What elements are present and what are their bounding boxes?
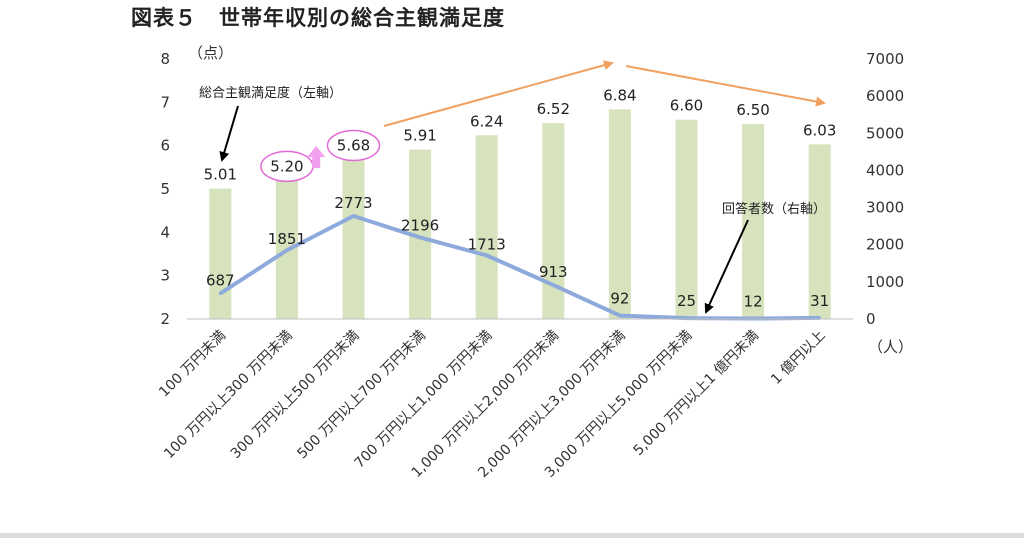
left-axis-tick: 3 xyxy=(160,267,170,285)
bar-value-label: 6.52 xyxy=(537,100,570,118)
right-axis-tick: 4000 xyxy=(866,161,904,179)
right-axis-tick: 7000 xyxy=(866,50,904,68)
right-axis-tick: 5000 xyxy=(866,124,904,142)
right-axis-tick: 0 xyxy=(866,310,876,328)
annotation-arrow-left xyxy=(219,105,239,162)
left-axis-tick: 8 xyxy=(160,50,170,68)
left-axis-tick: 7 xyxy=(160,93,170,111)
bar-value-label: 6.50 xyxy=(736,101,769,119)
bar-value-label: 6.60 xyxy=(670,97,703,115)
bar-satisfaction xyxy=(742,124,765,319)
right-axis-unit: （人） xyxy=(868,338,913,356)
bar-value-label: 5.91 xyxy=(403,127,436,145)
up-arrow-icon xyxy=(307,146,326,168)
line-value-label: 2773 xyxy=(334,194,372,212)
category-label: 100 万円以上300 万円未満 xyxy=(161,328,296,463)
line-value-label: 12 xyxy=(744,293,763,311)
bar-value-label: 5.68 xyxy=(337,137,370,155)
category-label: 100 万円未満 xyxy=(156,328,229,401)
bar-satisfaction xyxy=(542,123,565,319)
bar-satisfaction xyxy=(342,159,365,319)
point-respondents xyxy=(551,283,555,287)
bar-satisfaction xyxy=(475,135,498,319)
point-respondents xyxy=(485,253,489,257)
line-value-label: 25 xyxy=(677,292,696,310)
point-respondents xyxy=(418,235,422,239)
category-label: 2,000 万円以上3,000 万円未満 xyxy=(475,328,628,481)
point-respondents xyxy=(285,248,289,252)
bar-value-label: 5.01 xyxy=(204,166,237,184)
point-respondents xyxy=(218,291,222,295)
trend-arrow-falling xyxy=(625,65,826,107)
figure-title: 図表５ 世帯年収別の総合主観満足度 xyxy=(131,6,505,30)
category-label: 3,000 万円以上5,000 万円未満 xyxy=(542,328,695,481)
bar-satisfaction xyxy=(409,149,432,319)
bar-value-label: 6.03 xyxy=(803,121,836,139)
left-axis-tick: 2 xyxy=(160,310,170,328)
line-value-label: 2196 xyxy=(401,216,439,234)
bar-satisfaction xyxy=(608,109,631,320)
bar-satisfaction xyxy=(675,119,698,320)
annotation-left-series: 総合主観満足度（左軸） xyxy=(199,85,342,101)
bottom-divider xyxy=(0,533,1024,538)
line-value-label: 913 xyxy=(539,263,568,281)
left-axis-tick: 6 xyxy=(160,137,170,155)
annotation-right-series: 回答者数（右軸） xyxy=(722,201,826,217)
category-label: 700 万円以上1,000 万円未満 xyxy=(351,328,495,472)
category-label: 500 万円以上700 万円未満 xyxy=(294,328,429,463)
left-axis-tick: 5 xyxy=(160,180,170,198)
right-axis-tick: 6000 xyxy=(866,87,904,105)
category-label: 1,000 万円以上2,000 万円未満 xyxy=(409,328,562,481)
point-respondents xyxy=(352,214,355,218)
point-respondents xyxy=(618,314,622,318)
left-axis-tick: 4 xyxy=(160,223,170,241)
bar-satisfaction xyxy=(808,144,831,319)
trend-arrow-rising xyxy=(383,60,614,127)
bar-satisfaction xyxy=(209,188,232,319)
annotation-arrow-right xyxy=(704,219,749,314)
category-label: 300 万円以上500 万円未満 xyxy=(228,328,363,463)
line-respondents xyxy=(219,214,820,321)
line-value-label: 92 xyxy=(610,290,629,308)
line-value-label: 31 xyxy=(810,292,829,310)
left-axis-unit: （点） xyxy=(188,44,233,62)
bar-value-label: 5.20 xyxy=(270,157,303,175)
line-value-label: 1851 xyxy=(268,230,306,248)
line-value-label: 1713 xyxy=(468,235,506,253)
category-label: 1 億円以上 xyxy=(768,328,828,388)
bar-value-label: 6.24 xyxy=(470,112,503,130)
right-axis-tick: 2000 xyxy=(866,236,904,254)
highlight-circle xyxy=(326,129,381,162)
line-value-label: 687 xyxy=(206,271,235,289)
right-axis-tick: 1000 xyxy=(866,273,904,291)
category-label: 5,000 万円以上1 億円未満 xyxy=(630,328,761,459)
right-axis-tick: 3000 xyxy=(866,199,904,217)
bar-value-label: 6.84 xyxy=(603,86,636,104)
